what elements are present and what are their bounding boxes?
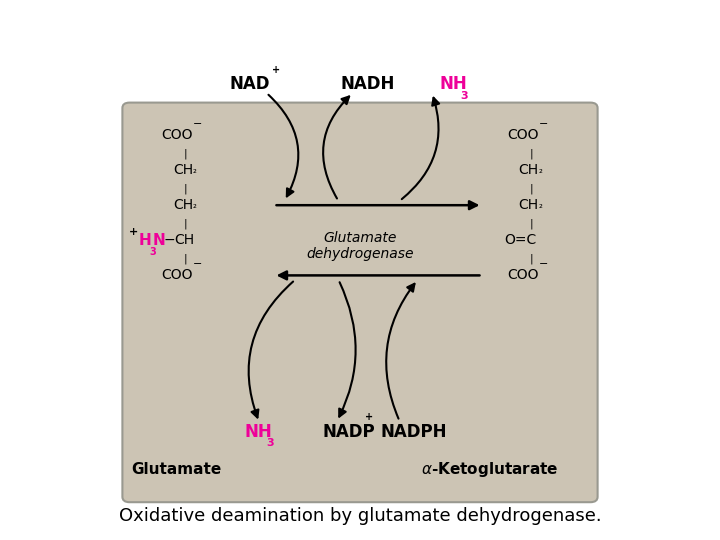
Text: COO: COO: [507, 268, 539, 282]
Text: CH: CH: [173, 163, 193, 177]
Text: $\alpha$-Ketoglutarate: $\alpha$-Ketoglutarate: [420, 460, 559, 480]
Text: NAD: NAD: [230, 75, 270, 93]
FancyArrowPatch shape: [269, 94, 298, 197]
FancyArrowPatch shape: [323, 97, 349, 199]
Text: CH: CH: [518, 198, 539, 212]
Text: +: +: [272, 64, 280, 75]
Text: −: −: [193, 259, 202, 269]
Text: −: −: [163, 233, 175, 247]
Text: −: −: [193, 118, 202, 129]
Text: Oxidative deamination by glutamate dehydrogenase.: Oxidative deamination by glutamate dehyd…: [119, 507, 601, 525]
Text: NADH: NADH: [340, 75, 395, 93]
FancyArrowPatch shape: [386, 284, 415, 418]
Text: ₂: ₂: [539, 200, 542, 210]
Text: O=C: O=C: [504, 233, 536, 247]
Text: |: |: [184, 219, 188, 230]
Text: dehydrogenase: dehydrogenase: [306, 247, 414, 261]
FancyBboxPatch shape: [122, 103, 598, 502]
Text: ₂: ₂: [193, 200, 197, 210]
Text: CH: CH: [518, 163, 539, 177]
Text: NADPH: NADPH: [381, 423, 447, 441]
Text: CH: CH: [174, 233, 194, 247]
Text: |: |: [184, 254, 188, 265]
FancyArrowPatch shape: [402, 98, 439, 199]
Text: Glutamate: Glutamate: [131, 462, 222, 477]
Text: 3: 3: [461, 91, 469, 101]
Text: ₂: ₂: [539, 165, 542, 175]
Text: N: N: [153, 233, 166, 248]
Text: |: |: [529, 148, 534, 159]
Text: 3: 3: [266, 438, 274, 449]
Text: NADP: NADP: [323, 423, 375, 441]
Text: +: +: [129, 227, 138, 237]
Text: |: |: [529, 184, 534, 194]
Text: |: |: [529, 219, 534, 230]
Text: NH: NH: [245, 423, 273, 441]
Text: |: |: [184, 184, 188, 194]
Text: +: +: [365, 412, 373, 422]
Text: 3: 3: [149, 247, 156, 257]
Text: COO: COO: [161, 128, 193, 142]
Text: ₂: ₂: [193, 165, 197, 175]
Text: Glutamate: Glutamate: [323, 231, 397, 245]
Text: CH: CH: [173, 198, 193, 212]
Text: COO: COO: [161, 268, 193, 282]
FancyArrowPatch shape: [339, 282, 356, 417]
Text: −: −: [539, 118, 548, 129]
Text: COO: COO: [507, 128, 539, 142]
FancyArrowPatch shape: [248, 281, 293, 417]
Text: −: −: [539, 259, 548, 269]
Text: |: |: [184, 148, 188, 159]
Text: NH: NH: [439, 75, 467, 93]
Text: H: H: [138, 233, 151, 248]
Text: |: |: [529, 254, 534, 265]
